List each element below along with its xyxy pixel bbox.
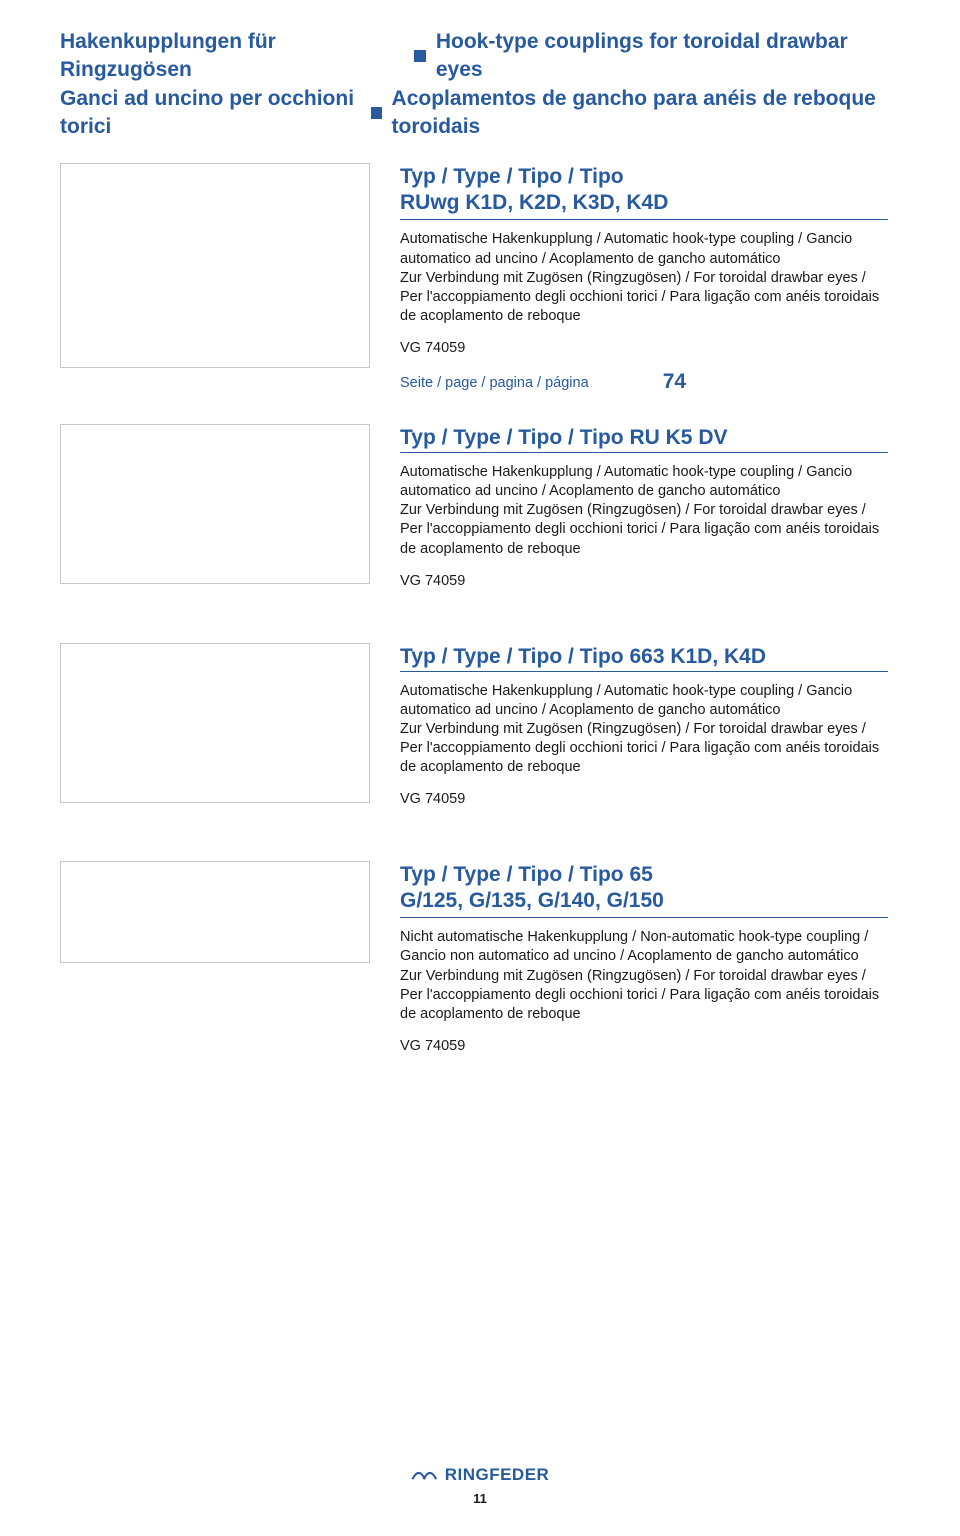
product-description: Automatische Hakenkupplung / Automatic h…	[400, 230, 888, 326]
divider	[400, 917, 888, 918]
divider	[400, 671, 888, 672]
model-name: RU K5 DV	[629, 426, 727, 449]
page-reference: Seite / page / pagina / página 74	[400, 370, 888, 394]
product-heading: Typ / Type / Tipo / Tipo 65	[400, 863, 888, 887]
model-name: G/125, G/135, G/140, G/150	[400, 889, 888, 913]
model-name: 663 K1D, K4D	[629, 645, 766, 668]
divider	[400, 219, 888, 220]
product-content: Typ / Type / Tipo / Tipo 663 K1D, K4D Au…	[400, 643, 888, 822]
page-footer: RINGFEDER 11	[0, 1465, 960, 1506]
brand-logo: RINGFEDER	[411, 1465, 550, 1485]
type-label: Typ / Type / Tipo / Tipo	[400, 863, 624, 886]
header-text-1a: Hakenkupplungen für Ringzugösen	[60, 28, 404, 85]
product-row: Typ / Type / Tipo / Tipo 663 K1D, K4D Au…	[60, 643, 888, 822]
page-header: Hakenkupplungen für Ringzugösen Hook-typ…	[60, 28, 888, 141]
product-row: Typ / Type / Tipo / Tipo 65 G/125, G/135…	[60, 861, 888, 1068]
image-placeholder	[60, 424, 370, 584]
product-row: Typ / Type / Tipo / Tipo RUwg K1D, K2D, …	[60, 163, 888, 394]
type-label: Typ / Type / Tipo / Tipo	[400, 645, 624, 668]
image-placeholder	[60, 163, 370, 368]
header-text-2b: Acoplamentos de gancho para anéis de reb…	[392, 85, 888, 142]
square-bullet-icon	[371, 107, 381, 119]
product-content: Typ / Type / Tipo / Tipo 65 G/125, G/135…	[400, 861, 888, 1068]
page-number: 11	[0, 1491, 960, 1506]
vg-code: VG 74059	[400, 340, 888, 356]
page: Hakenkupplungen für Ringzugösen Hook-typ…	[0, 0, 960, 1536]
vg-code: VG 74059	[400, 791, 888, 807]
product-content: Typ / Type / Tipo / Tipo RUwg K1D, K2D, …	[400, 163, 888, 394]
type-suffix: 65	[624, 863, 653, 886]
header-text-1b: Hook-type couplings for toroidal drawbar…	[436, 28, 888, 85]
image-placeholder	[60, 643, 370, 803]
type-label: Typ / Type / Tipo / Tipo	[400, 165, 888, 189]
page-ref-number: 74	[663, 370, 686, 393]
product-description: Automatische Hakenkupplung / Automatic h…	[400, 682, 888, 778]
product-heading: Typ / Type / Tipo / Tipo RU K5 DV	[400, 426, 888, 450]
product-description: Nicht automatische Hakenkupplung / Non-a…	[400, 928, 888, 1024]
header-line-1: Hakenkupplungen für Ringzugösen Hook-typ…	[60, 28, 888, 85]
square-bullet-icon	[414, 50, 426, 62]
page-ref-label: Seite / page / pagina / página	[400, 375, 589, 391]
divider	[400, 452, 888, 453]
vg-code: VG 74059	[400, 1038, 888, 1054]
product-heading: Typ / Type / Tipo / Tipo 663 K1D, K4D	[400, 645, 888, 669]
header-line-2: Ganci ad uncino per occhioni torici Acop…	[60, 85, 888, 142]
brand-icon	[411, 1468, 439, 1482]
product-row: Typ / Type / Tipo / Tipo RU K5 DV Automa…	[60, 424, 888, 603]
type-label: Typ / Type / Tipo / Tipo	[400, 426, 624, 449]
image-placeholder	[60, 861, 370, 963]
brand-text: RINGFEDER	[445, 1465, 550, 1485]
product-description: Automatische Hakenkupplung / Automatic h…	[400, 463, 888, 559]
vg-code: VG 74059	[400, 573, 888, 589]
header-text-2a: Ganci ad uncino per occhioni torici	[60, 85, 361, 142]
product-content: Typ / Type / Tipo / Tipo RU K5 DV Automa…	[400, 424, 888, 603]
model-name: RUwg K1D, K2D, K3D, K4D	[400, 191, 888, 215]
